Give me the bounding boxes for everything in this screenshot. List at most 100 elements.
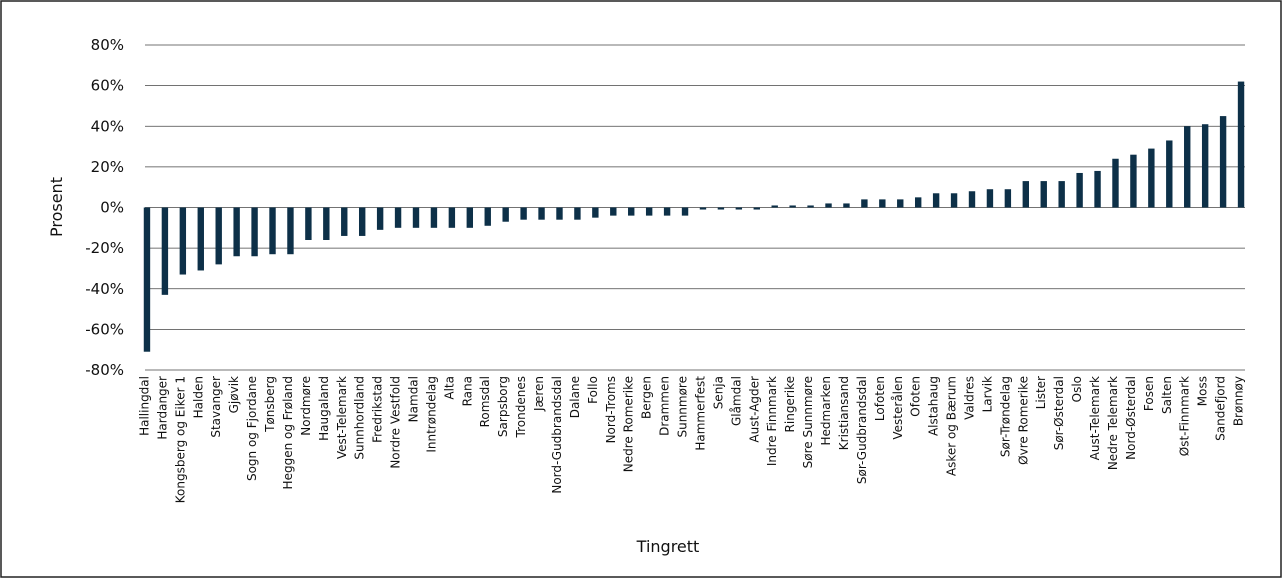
bar [932, 193, 940, 208]
bar [269, 207, 276, 255]
bar [502, 207, 509, 222]
x-tick-label: Lofoten [873, 376, 887, 421]
bar [1237, 81, 1245, 208]
x-tick-label: Aust-Agder [747, 376, 761, 443]
x-tick-label: Drammen [658, 376, 672, 436]
bar [1058, 181, 1065, 208]
x-tick-label: Stavanger [209, 376, 223, 438]
x-tick-label: Glåmdal [729, 376, 743, 426]
bar [717, 207, 725, 210]
bar [323, 207, 330, 240]
x-tick-label: Hedmarken [819, 376, 833, 446]
bar [1094, 170, 1101, 208]
bar [807, 205, 814, 208]
bar [376, 207, 384, 230]
bar [1219, 116, 1227, 208]
x-tick-label: Haugaland [317, 376, 331, 441]
x-tick-label: Vesterålen [891, 376, 905, 440]
y-tick-label: 60% [91, 77, 124, 95]
x-tick-label: Nordre Vestfold [389, 376, 403, 469]
bar [161, 207, 169, 295]
bar [1076, 172, 1083, 208]
x-tick-label: Indre Finnmark [765, 376, 779, 466]
bar [825, 203, 832, 208]
x-tick-label: Nord-Gudbrandsdal [550, 376, 564, 494]
y-axis-title: Prosent [47, 177, 66, 237]
x-tick-label: Søre Sunnmøre [801, 376, 815, 468]
x-tick-label: Fosen [1142, 376, 1156, 411]
x-tick-label: Heggen og Frøland [281, 376, 295, 489]
bar [592, 207, 599, 218]
bar [843, 203, 850, 208]
bar [610, 207, 617, 216]
x-tick-label: Senja [711, 376, 725, 409]
bar [968, 191, 976, 208]
x-tick-label: Nord-Østerdal [1124, 376, 1138, 460]
bar [341, 207, 348, 236]
x-tick-label: Hallingdal [137, 376, 151, 436]
y-tick-label: -60% [85, 320, 124, 338]
bar [789, 205, 796, 208]
bar [1201, 124, 1209, 208]
x-tick-label: Namdal [407, 376, 421, 422]
x-tick-label: Bergen [640, 376, 654, 419]
x-tick-label: Kristiansand [837, 376, 851, 450]
bar [412, 207, 420, 228]
y-tick-label: 40% [91, 117, 124, 135]
bar [699, 207, 707, 210]
bar [179, 207, 187, 275]
x-tick-label: Sør-Østerdal [1052, 376, 1066, 450]
y-tick-label: 0% [100, 199, 124, 217]
bar [1022, 181, 1030, 208]
x-tick-label: Alstahaug [927, 376, 941, 436]
x-tick-label: Romsdal [478, 376, 492, 427]
x-tick-label: Vest-Telemark [335, 376, 349, 459]
bar [215, 207, 222, 265]
x-tick-label: Larvik [980, 376, 994, 412]
x-tick-label: Hammerfest [693, 376, 707, 451]
bar [1184, 126, 1191, 208]
bar [358, 207, 366, 236]
x-tick-label: Trondenes [514, 376, 528, 438]
bar [394, 207, 402, 228]
x-tick-label: Halden [191, 376, 205, 418]
bar [1112, 158, 1119, 208]
x-tick-label: Lister [1034, 376, 1048, 409]
bar [466, 207, 474, 228]
bar [1040, 181, 1047, 208]
x-tick-label: Fredrikstad [371, 376, 385, 443]
bar [197, 207, 204, 271]
bar [251, 207, 258, 257]
x-tick-label: Nedre Telemark [1106, 376, 1120, 470]
bar [1004, 189, 1012, 208]
x-tick-label: Ofoten [909, 376, 923, 417]
x-tick-label: Øst-Finnmark [1178, 376, 1192, 456]
bar [556, 207, 563, 220]
x-tick-label: Ringerike [783, 376, 797, 432]
x-tick-label: Sunnmøre [676, 376, 690, 438]
bar [771, 205, 778, 208]
bar [287, 207, 294, 255]
bar [305, 207, 312, 240]
x-tick-label: Sandefjord [1214, 376, 1228, 441]
bar [879, 199, 886, 208]
x-tick-label: Tønsberg [263, 376, 277, 433]
x-tick-label: Gjøvik [227, 376, 241, 413]
bar [1148, 148, 1155, 208]
bar [950, 193, 958, 208]
bar [574, 207, 581, 220]
x-tick-label: Rana [460, 376, 474, 406]
x-tick-label: Aust-Telemark [1088, 376, 1102, 460]
x-tick-label: Alta [442, 376, 456, 400]
x-tick-label: Sarpsborg [496, 376, 510, 437]
x-tick-label: Nordmøre [299, 376, 313, 436]
x-tick-label: Øvre Romerike [1016, 376, 1030, 465]
x-tick-label: Sør-Trøndelag [998, 376, 1012, 457]
x-tick-label: Valdres [963, 376, 977, 420]
x-tick-label: Sør-Gudbrandsdal [855, 376, 869, 484]
bar [897, 199, 904, 208]
x-tick-label: Follo [586, 376, 600, 404]
x-tick-label: Kongsberg og Eiker 1 [173, 376, 187, 503]
